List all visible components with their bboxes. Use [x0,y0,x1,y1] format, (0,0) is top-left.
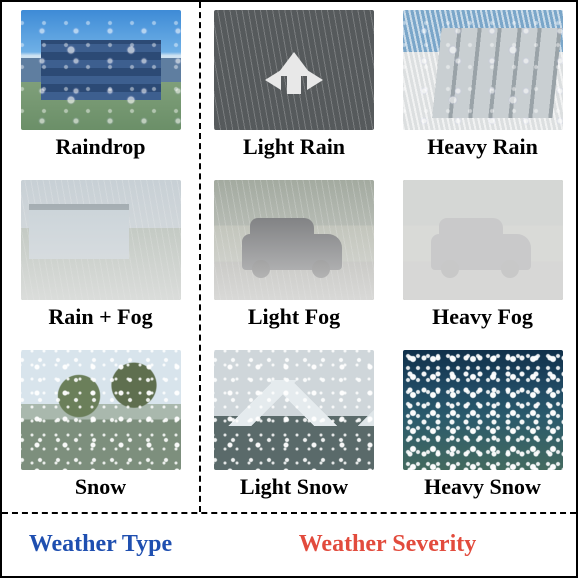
caption-light-snow: Light Snow [240,474,348,500]
thumb-heavy-rain [403,10,563,130]
label-weather-type: Weather Type [29,531,172,558]
thumb-snow [21,350,181,470]
thumb-light-rain [214,10,374,130]
thumb-heavy-snow [403,350,563,470]
thumb-light-fog [214,180,374,300]
thumbnail-grid: Raindrop Light Rain Heavy Rain Rain + Fo… [2,2,576,512]
label-weather-severity: Weather Severity [299,531,477,558]
cell-light-rain: Light Rain [199,2,389,172]
caption-heavy-rain: Heavy Rain [427,134,538,160]
thumb-light-snow [214,350,374,470]
caption-heavy-fog: Heavy Fog [432,304,533,330]
caption-light-fog: Light Fog [248,304,340,330]
cell-heavy-fog: Heavy Fog [389,172,576,342]
thumb-heavy-fog [403,180,563,300]
caption-rain-fog: Rain + Fog [48,304,152,330]
cell-light-snow: Light Snow [199,342,389,512]
section-labels-row: Weather Type Weather Severity [2,512,576,576]
figure-frame: Raindrop Light Rain Heavy Rain Rain + Fo… [0,0,578,578]
cell-light-fog: Light Fog [199,172,389,342]
thumb-rain-fog [21,180,181,300]
caption-light-rain: Light Rain [243,134,345,160]
section-weather-severity: Weather Severity [199,512,576,576]
cell-heavy-snow: Heavy Snow [389,342,576,512]
caption-snow: Snow [75,474,126,500]
caption-raindrop: Raindrop [55,134,145,160]
cell-snow: Snow [2,342,199,512]
cell-rain-fog: Rain + Fog [2,172,199,342]
caption-heavy-snow: Heavy Snow [424,474,541,500]
cell-heavy-rain: Heavy Rain [389,2,576,172]
thumb-raindrop [21,10,181,130]
cell-raindrop: Raindrop [2,2,199,172]
vertical-divider [199,2,201,512]
section-weather-type: Weather Type [2,512,199,576]
